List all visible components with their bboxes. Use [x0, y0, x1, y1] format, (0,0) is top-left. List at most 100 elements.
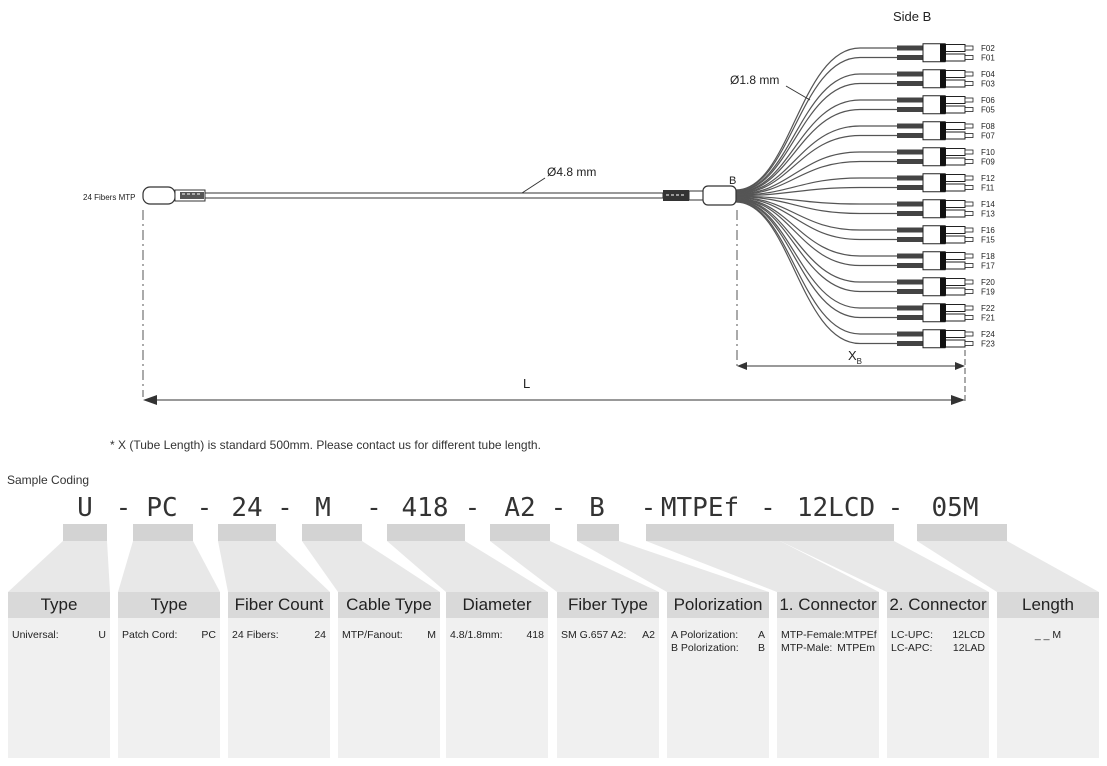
- code-separator: -: [196, 493, 213, 523]
- xb-label: XB: [848, 348, 862, 366]
- column-row-text: U: [98, 629, 106, 641]
- mtp-connector: [142, 186, 206, 205]
- column-row-text: 4.8/1.8mm:: [450, 629, 503, 641]
- code-part: M: [315, 493, 331, 523]
- lc-latch: [940, 95, 946, 114]
- column-row-text: MTPEm: [837, 642, 875, 654]
- b-label: B: [729, 175, 736, 187]
- lc-latch: [940, 303, 946, 322]
- column-row-text: _ _ M: [1034, 629, 1062, 641]
- fanout-fiber: [735, 197, 897, 257]
- lc-latch: [940, 173, 946, 192]
- trunk-diameter-label: Ø4.8 mm: [547, 165, 596, 179]
- column-header: 1. Connector: [777, 592, 879, 618]
- fiber-label: F01: [981, 54, 995, 63]
- lc-ferrule: [964, 341, 974, 346]
- breakout-boot: [663, 185, 737, 206]
- lc-ferrule: [964, 211, 974, 216]
- column-funnel: [490, 541, 659, 592]
- fiber-label: F13: [981, 210, 995, 219]
- column-row: A Polorization: A: [671, 629, 765, 642]
- column-body: 4.8/1.8mm: 418: [446, 618, 548, 642]
- column-funnel: [646, 541, 879, 592]
- fanout-fiber: [735, 197, 897, 241]
- fanout-fiber: [735, 195, 897, 205]
- fiber-boot: [897, 81, 923, 86]
- lc-ferrule: [964, 45, 974, 51]
- column-row-text: M: [427, 629, 436, 641]
- fanout-fiber: [735, 99, 897, 193]
- lc-ferrule: [964, 107, 974, 112]
- column-row: SM G.657 A2: A2: [561, 629, 655, 642]
- fanout-fiber: [735, 47, 897, 191]
- fiber-label: F21: [981, 314, 995, 323]
- fiber-label: F17: [981, 262, 995, 271]
- code-separator: -: [277, 493, 293, 523]
- column-row: 4.8/1.8mm: 418: [450, 629, 544, 642]
- fiber-boot: [897, 71, 923, 77]
- column-row-text: A: [757, 629, 765, 641]
- column-header: Fiber Type: [557, 592, 659, 618]
- fiber-label: F07: [981, 132, 995, 141]
- column-funnel: [118, 541, 220, 592]
- fanout-fiber: [735, 177, 897, 196]
- fanout-fiber: [735, 198, 897, 267]
- fiber-label: F16: [981, 226, 995, 235]
- lc-ferrule: [964, 81, 974, 86]
- fiber-boot: [897, 237, 923, 242]
- fiber-label: F23: [981, 340, 995, 349]
- coding-column: Fiber Type SM G.657 A2: A2: [557, 592, 659, 758]
- column-header: Polorization: [667, 592, 769, 618]
- code-part: 24: [231, 493, 263, 523]
- column-row-text: B: [757, 642, 765, 654]
- fiber-label: F10: [981, 148, 995, 157]
- fiber-label: F02: [981, 44, 995, 53]
- fiber-boot: [897, 253, 923, 259]
- code-part: B: [589, 493, 605, 523]
- fiber-label: F19: [981, 288, 995, 297]
- fiber-boot: [897, 201, 923, 207]
- fiber-boot: [897, 175, 923, 181]
- column-body: 24 Fibers: 24: [228, 618, 330, 642]
- column-row-text: 24 Fibers:: [232, 629, 279, 641]
- fiber-label: F22: [981, 304, 995, 313]
- fiber-boot: [897, 279, 923, 285]
- code-part: A2: [504, 493, 536, 523]
- fanout-fiber: [735, 200, 897, 335]
- column-row-text: 418: [526, 629, 544, 641]
- code-part: PC: [146, 493, 178, 523]
- fanout-fiber: [735, 186, 897, 197]
- lc-ferrule: [964, 253, 974, 259]
- coding-column: Type Universal: U: [8, 592, 110, 758]
- fiber-boot: [897, 305, 923, 311]
- lc-ferrule: [964, 331, 974, 337]
- column-header: Type: [118, 592, 220, 618]
- column-row-text: 12LCD: [952, 629, 985, 641]
- coding-column: 2. Connector LC-UPC: 12LCD LC-APC: 12LAD: [887, 592, 989, 758]
- column-funnel: [302, 541, 440, 592]
- mtp-label: 24 Fibers MTP: [83, 193, 135, 202]
- column-body: Patch Cord: PC: [118, 618, 220, 642]
- column-row-text: Patch Cord:: [122, 629, 178, 641]
- code-tab: [133, 524, 193, 541]
- lc-ferrule: [964, 55, 974, 60]
- column-row-text: LC-APC:: [891, 642, 933, 654]
- column-row-text: MTPEf: [844, 629, 877, 641]
- fiber-boot: [897, 185, 923, 190]
- lc-ferrule: [964, 289, 974, 294]
- column-header: Cable Type: [338, 592, 440, 618]
- fiber-boot: [897, 123, 923, 129]
- lc-ferrule: [964, 305, 974, 311]
- coding-column: Fiber Count 24 Fibers: 24: [228, 592, 330, 758]
- side-b-label: Side B: [893, 9, 931, 24]
- lc-ferrule: [964, 133, 974, 138]
- column-funnel: [8, 541, 110, 592]
- fiber-boot: [897, 149, 923, 155]
- lc-ferrule: [964, 315, 974, 320]
- fiber-boot: [897, 331, 923, 337]
- lc-ferrule: [964, 175, 974, 181]
- fanout-fiber: [735, 108, 897, 194]
- column-row: Universal: U: [12, 629, 106, 642]
- column-row-text: 24: [314, 629, 326, 641]
- lc-ferrule: [964, 227, 974, 233]
